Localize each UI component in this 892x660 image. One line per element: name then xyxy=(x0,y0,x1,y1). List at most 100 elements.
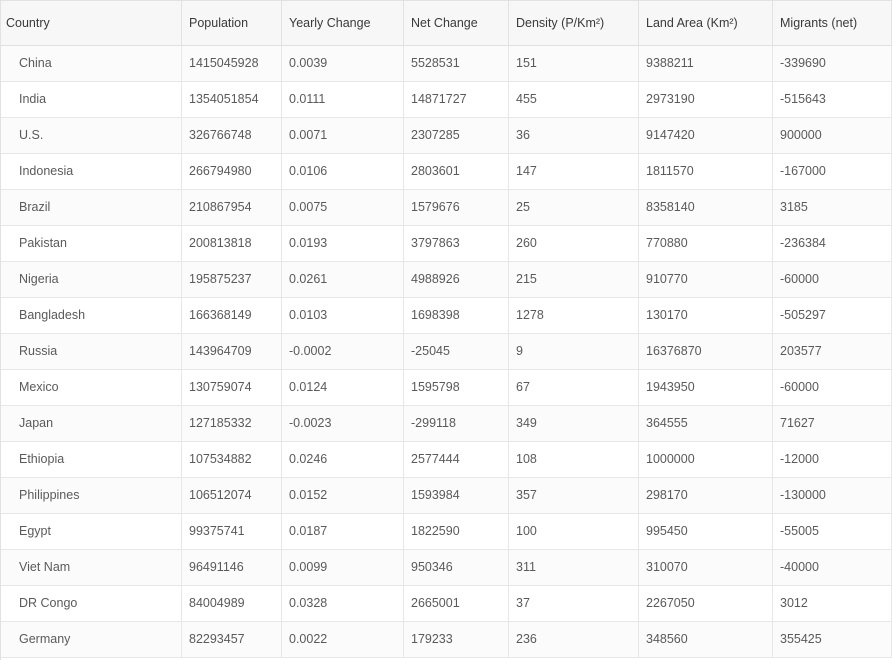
population-cell: 96491146 xyxy=(182,550,282,585)
table-row[interactable]: Brazil 210867954 0.0075 1579676 25 8358140 318… xyxy=(1,190,892,226)
net-change-cell: 14871727 xyxy=(404,82,509,117)
population-cell: 210867954 xyxy=(182,190,282,225)
density-cell: 236 xyxy=(509,622,639,657)
table-row[interactable]: Nigeria 195875237 0.0261 4988926 215 910770 -6… xyxy=(1,262,892,298)
column-header-net-change[interactable]: Net Change xyxy=(404,1,509,45)
column-header-population[interactable]: Population xyxy=(182,1,282,45)
land-area-cell: 1000000 xyxy=(639,442,773,477)
migrants-cell: 3012 xyxy=(773,586,892,621)
net-change-cell: 950346 xyxy=(404,550,509,585)
column-header-yearly-change[interactable]: Yearly Change xyxy=(282,1,404,45)
table-row[interactable]: Ethiopia 107534882 0.0246 2577444 108 1000000… xyxy=(1,442,892,478)
country-cell: Ethiopia xyxy=(1,442,182,477)
land-area-cell: 9388211 xyxy=(639,46,773,81)
table-row[interactable]: Mexico 130759074 0.0124 1595798 67 1943950 -60… xyxy=(1,370,892,406)
land-area-cell: 364555 xyxy=(639,406,773,441)
country-cell: Nigeria xyxy=(1,262,182,297)
table-row[interactable]: U.S. 326766748 0.0071 2307285 36 9147420 90000… xyxy=(1,118,892,154)
land-area-cell: 130170 xyxy=(639,298,773,333)
country-cell: Mexico xyxy=(1,370,182,405)
country-cell: Egypt xyxy=(1,514,182,549)
table-row[interactable]: Viet Nam 96491146 0.0099 950346 311 310070 -40… xyxy=(1,550,892,586)
yearly-change-cell: 0.0246 xyxy=(282,442,404,477)
table-row[interactable]: India 1354051854 0.0111 14871727 455 2973190-… xyxy=(1,82,892,118)
net-change-cell: 2803601 xyxy=(404,154,509,189)
migrants-cell: 900000 xyxy=(773,118,892,153)
table-row[interactable]: Bangladesh 166368149 0.0103 1698398 1278 1301… xyxy=(1,298,892,334)
land-area-cell: 1811570 xyxy=(639,154,773,189)
table-row[interactable]: Germany 82293457 0.0022 179233 236 348560 3554… xyxy=(1,622,892,658)
yearly-change-cell: 0.0152 xyxy=(282,478,404,513)
population-cell: 195875237 xyxy=(182,262,282,297)
table-row[interactable]: DR Congo 84004989 0.0328 2665001 37 2267050 30… xyxy=(1,586,892,622)
net-change-cell: -25045 xyxy=(404,334,509,369)
column-header-density[interactable]: Density (P/Km²) xyxy=(509,1,639,45)
population-cell: 107534882 xyxy=(182,442,282,477)
population-cell: 326766748 xyxy=(182,118,282,153)
yearly-change-cell: 0.0328 xyxy=(282,586,404,621)
net-change-cell: 1593984 xyxy=(404,478,509,513)
land-area-cell: 1943950 xyxy=(639,370,773,405)
net-change-cell: 3797863 xyxy=(404,226,509,261)
country-cell: Viet Nam xyxy=(1,550,182,585)
yearly-change-cell: 0.0099 xyxy=(282,550,404,585)
density-cell: 37 xyxy=(509,586,639,621)
table-row[interactable]: Egypt 99375741 0.0187 1822590 100 995450 -5500… xyxy=(1,514,892,550)
net-change-cell: 5528531 xyxy=(404,46,509,81)
migrants-cell: 203577 xyxy=(773,334,892,369)
migrants-cell: -505297 xyxy=(773,298,892,333)
land-area-cell: 8358140 xyxy=(639,190,773,225)
population-cell: 84004989 xyxy=(182,586,282,621)
net-change-cell: 2665001 xyxy=(404,586,509,621)
migrants-cell: -40000 xyxy=(773,550,892,585)
migrants-cell: -236384 xyxy=(773,226,892,261)
land-area-cell: 348560 xyxy=(639,622,773,657)
table-row[interactable]: Japan 127185332 -0.0023 -299118 349 364555 716… xyxy=(1,406,892,442)
migrants-cell: 3185 xyxy=(773,190,892,225)
country-cell: China xyxy=(1,46,182,81)
country-cell: Pakistan xyxy=(1,226,182,261)
density-cell: 25 xyxy=(509,190,639,225)
density-cell: 215 xyxy=(509,262,639,297)
grid-body: China 1415045928 0.0039 5528531 151 9388211 -3… xyxy=(1,46,892,658)
column-header-country[interactable]: Country xyxy=(1,1,182,45)
country-cell: Japan xyxy=(1,406,182,441)
table-row[interactable]: Philippines 106512074 0.0152 1593984 357 2981… xyxy=(1,478,892,514)
density-cell: 1278 xyxy=(509,298,639,333)
yearly-change-cell: 0.0193 xyxy=(282,226,404,261)
migrants-cell: 71627 xyxy=(773,406,892,441)
population-cell: 127185332 xyxy=(182,406,282,441)
density-cell: 67 xyxy=(509,370,639,405)
net-change-cell: 2577444 xyxy=(404,442,509,477)
land-area-cell: 2267050 xyxy=(639,586,773,621)
yearly-change-cell: 0.0106 xyxy=(282,154,404,189)
table-row[interactable]: Indonesia 266794980 0.0106 2803601 147 181157… xyxy=(1,154,892,190)
population-cell: 99375741 xyxy=(182,514,282,549)
header-row: Country Population Yearly Change Net Cha… xyxy=(1,1,892,46)
yearly-change-cell: 0.0261 xyxy=(282,262,404,297)
yearly-change-cell: 0.0103 xyxy=(282,298,404,333)
country-cell: Brazil xyxy=(1,190,182,225)
density-cell: 357 xyxy=(509,478,639,513)
migrants-cell: -167000 xyxy=(773,154,892,189)
table-row[interactable]: Russia 143964709 -0.0002 -25045 9 16376870 203… xyxy=(1,334,892,370)
density-cell: 151 xyxy=(509,46,639,81)
country-cell: Germany xyxy=(1,622,182,657)
migrants-cell: -130000 xyxy=(773,478,892,513)
population-cell: 143964709 xyxy=(182,334,282,369)
column-header-land-area[interactable]: Land Area (Km²) xyxy=(639,1,773,45)
land-area-cell: 2973190 xyxy=(639,82,773,117)
column-header-migrants[interactable]: Migrants (net) xyxy=(773,1,892,45)
net-change-cell: 1595798 xyxy=(404,370,509,405)
migrants-cell: -55005 xyxy=(773,514,892,549)
migrants-cell: -12000 xyxy=(773,442,892,477)
migrants-cell: -60000 xyxy=(773,370,892,405)
population-cell: 266794980 xyxy=(182,154,282,189)
yearly-change-cell: 0.0022 xyxy=(282,622,404,657)
net-change-cell: 1698398 xyxy=(404,298,509,333)
population-cell: 1354051854 xyxy=(182,82,282,117)
net-change-cell: 4988926 xyxy=(404,262,509,297)
table-row[interactable]: Pakistan 200813818 0.0193 3797863 260 770880-… xyxy=(1,226,892,262)
table-row[interactable]: China 1415045928 0.0039 5528531 151 9388211 -3… xyxy=(1,46,892,82)
